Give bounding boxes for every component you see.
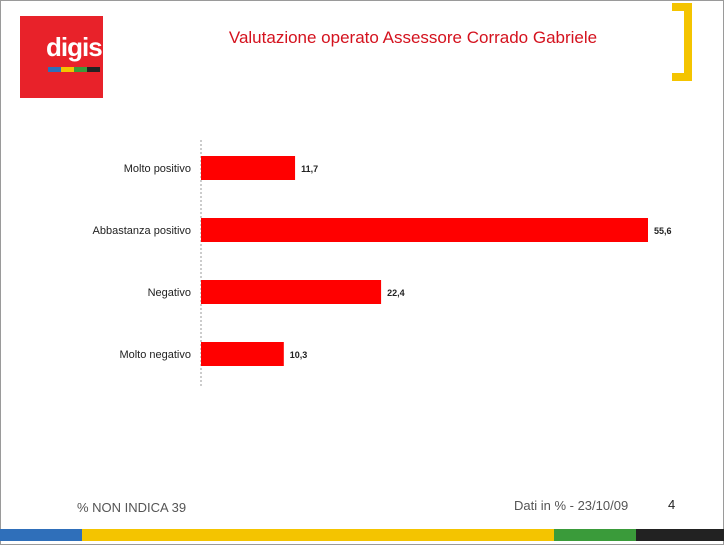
category-label: Molto negativo <box>119 349 191 361</box>
bar <box>201 218 648 242</box>
page-number: 4 <box>668 497 676 512</box>
bar <box>201 280 382 304</box>
bottom-color-bar <box>0 529 724 541</box>
category-label: Molto positivo <box>124 163 191 175</box>
value-label: 10,3 <box>290 350 308 360</box>
bar <box>201 156 296 180</box>
logo-color-stripe <box>48 67 100 72</box>
bracket-decoration-icon <box>672 3 692 81</box>
value-label: 55,6 <box>654 226 672 236</box>
bar <box>201 342 284 366</box>
value-label: 11,7 <box>301 164 318 174</box>
category-label: Abbastanza positivo <box>93 225 191 237</box>
category-label: Negativo <box>148 287 191 299</box>
digis-logo: digis <box>20 16 103 98</box>
non-indica-note: % NON INDICA 39 <box>77 500 187 515</box>
data-source-note: Dati in % - 23/10/09 <box>514 498 629 513</box>
logo-text: digis <box>46 32 103 62</box>
slide-title: Valutazione operato Assessore Corrado Ga… <box>228 28 598 47</box>
value-label: 22,4 <box>387 288 405 298</box>
